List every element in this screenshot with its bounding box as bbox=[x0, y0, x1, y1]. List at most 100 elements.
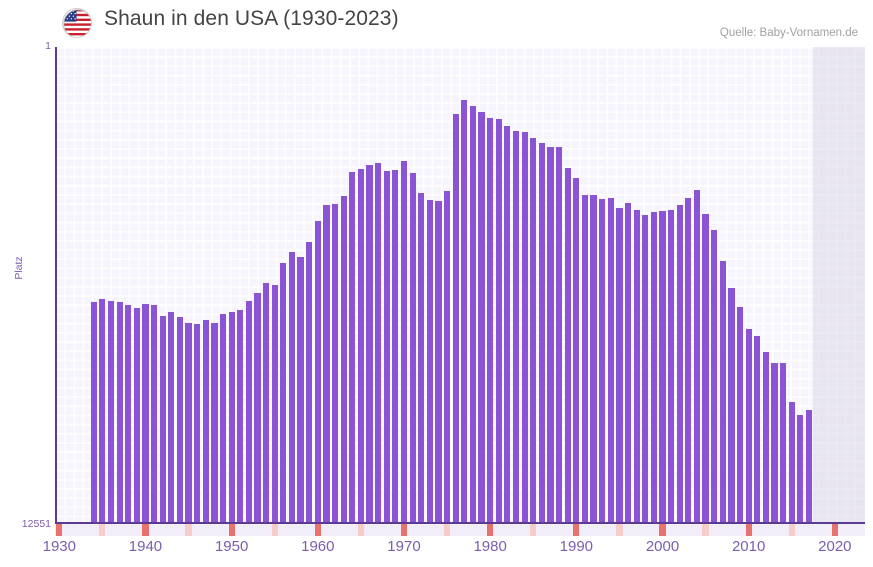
x-axis-tick-label: 1990 bbox=[559, 538, 594, 555]
bar bbox=[659, 211, 666, 522]
bar bbox=[702, 214, 709, 522]
bar bbox=[228, 312, 235, 522]
bar bbox=[297, 256, 304, 522]
bar bbox=[771, 362, 778, 522]
bar bbox=[573, 178, 580, 522]
bar bbox=[797, 414, 804, 522]
bar bbox=[426, 200, 433, 522]
bar bbox=[383, 171, 390, 522]
x-tick-major bbox=[831, 524, 838, 536]
bar bbox=[616, 207, 623, 522]
bar bbox=[142, 303, 149, 522]
y-axis-line bbox=[55, 47, 57, 523]
x-tick-major bbox=[142, 524, 149, 536]
x-axis-tick-label: 1930 bbox=[42, 538, 76, 555]
bar bbox=[478, 112, 485, 522]
bar bbox=[762, 352, 769, 522]
x-axis-tick-label: 1960 bbox=[301, 538, 335, 555]
y-axis-bottom-tick-label: 12551 bbox=[21, 518, 51, 530]
bar bbox=[633, 209, 640, 522]
bar bbox=[642, 214, 649, 522]
bar bbox=[599, 199, 606, 522]
bar bbox=[323, 204, 330, 522]
bar bbox=[564, 168, 571, 522]
bar bbox=[357, 168, 364, 522]
bar bbox=[555, 147, 563, 522]
x-tick-major bbox=[314, 524, 321, 536]
bar bbox=[650, 211, 657, 522]
bar bbox=[176, 317, 184, 522]
bar bbox=[719, 260, 726, 522]
x-axis-tick-label: 1940 bbox=[128, 538, 163, 555]
x-axis-tick-label: 2010 bbox=[731, 538, 766, 555]
bar-series bbox=[55, 47, 865, 522]
x-tick-minor bbox=[99, 524, 106, 536]
bar bbox=[133, 308, 140, 522]
bar bbox=[185, 322, 192, 522]
bar bbox=[159, 316, 166, 522]
x-tick-major bbox=[228, 524, 235, 536]
bar bbox=[788, 401, 795, 522]
bar bbox=[125, 305, 132, 522]
y-axis-top-tick-label: 1 bbox=[45, 40, 51, 52]
bar bbox=[211, 323, 218, 522]
x-axis-tick-label: 2020 bbox=[818, 538, 852, 555]
source-label: Quelle: Baby-Vornamen.de bbox=[719, 27, 858, 39]
bar bbox=[754, 336, 761, 522]
bar bbox=[107, 301, 115, 522]
x-axis-tick-strip bbox=[55, 524, 865, 536]
bar bbox=[168, 312, 175, 522]
bar bbox=[340, 196, 347, 522]
bar bbox=[245, 300, 252, 522]
bar bbox=[202, 320, 209, 522]
x-tick-minor bbox=[616, 524, 623, 536]
bar bbox=[668, 210, 675, 522]
bar bbox=[469, 106, 477, 522]
bar bbox=[375, 162, 382, 522]
x-tick-major bbox=[487, 524, 494, 536]
bar bbox=[99, 299, 106, 522]
bar bbox=[728, 288, 735, 522]
bar bbox=[366, 165, 373, 522]
x-axis-tick-labels: 1930 1940 1950 1960 1970 1980 1990 2000 2010 2020 bbox=[0, 538, 873, 564]
x-tick-major bbox=[56, 524, 63, 536]
bar bbox=[780, 362, 787, 522]
bar bbox=[219, 314, 227, 522]
bar bbox=[512, 131, 520, 522]
bar bbox=[495, 118, 502, 522]
bar bbox=[530, 137, 537, 522]
x-tick-major bbox=[745, 524, 752, 536]
us-flag-icon bbox=[62, 8, 92, 38]
bar bbox=[685, 198, 692, 522]
bar bbox=[349, 172, 356, 522]
bar bbox=[711, 230, 718, 522]
bar bbox=[461, 99, 468, 522]
x-tick-major bbox=[573, 524, 580, 536]
bar bbox=[392, 169, 399, 522]
x-tick-minor bbox=[530, 524, 537, 536]
bar bbox=[745, 329, 752, 522]
bar bbox=[624, 202, 632, 522]
bar bbox=[676, 204, 683, 522]
x-axis-line bbox=[55, 522, 865, 524]
bar bbox=[443, 190, 451, 522]
bar bbox=[736, 307, 744, 522]
x-axis-tick-label: 1970 bbox=[387, 538, 421, 555]
bar bbox=[254, 292, 261, 522]
bar bbox=[435, 201, 442, 522]
x-axis-tick-label: 1980 bbox=[473, 538, 507, 555]
bar bbox=[547, 147, 554, 522]
bar bbox=[194, 324, 201, 522]
bar bbox=[314, 221, 321, 522]
x-tick-minor bbox=[357, 524, 364, 536]
bar bbox=[607, 198, 614, 522]
bar bbox=[116, 301, 123, 522]
bar bbox=[150, 304, 158, 522]
bar bbox=[452, 113, 459, 522]
bar bbox=[521, 132, 528, 522]
bar bbox=[237, 310, 244, 522]
x-axis-tick-label: 2000 bbox=[645, 538, 680, 555]
x-tick-minor bbox=[443, 524, 451, 536]
bar bbox=[693, 190, 701, 522]
bar bbox=[504, 126, 511, 522]
